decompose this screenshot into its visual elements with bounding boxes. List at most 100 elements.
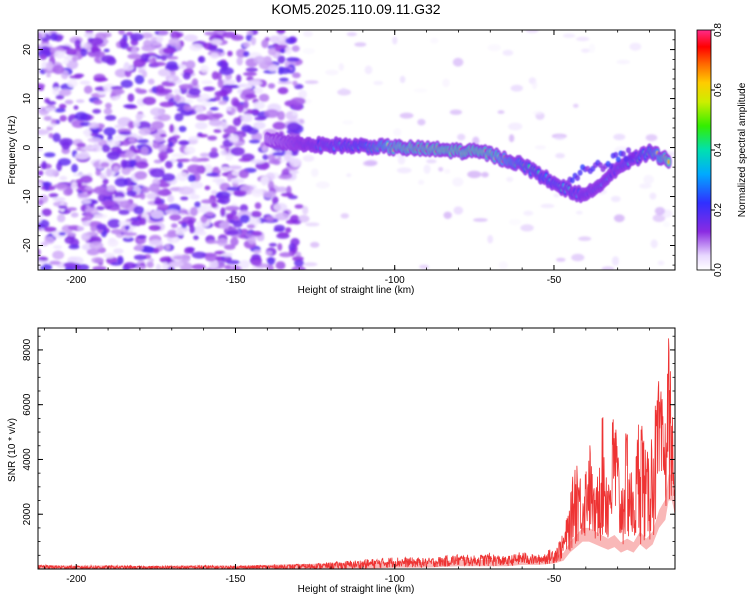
- noise-blob: [194, 201, 201, 208]
- noise-blob: [174, 113, 184, 122]
- noise-blob: [297, 215, 310, 223]
- noise-blob: [118, 30, 125, 35]
- noise-blob: [57, 158, 71, 166]
- noise-blob: [663, 221, 670, 228]
- noise-blob: [167, 229, 178, 238]
- noise-blob: [209, 106, 219, 111]
- noise-blob: [38, 147, 44, 152]
- noise-blob: [266, 264, 274, 270]
- noise-blob: [285, 37, 296, 44]
- noise-blob: [240, 113, 253, 123]
- noise-blob: [291, 265, 306, 270]
- noise-blob: [96, 206, 105, 211]
- noise-blob: [302, 48, 315, 55]
- noise-blob: [68, 244, 80, 250]
- noise-blob: [181, 61, 187, 65]
- noise-blob: [146, 261, 154, 268]
- noise-blob: [161, 173, 176, 182]
- noise-blob: [48, 123, 57, 128]
- noise-blob: [311, 168, 319, 178]
- noise-blob: [225, 213, 234, 220]
- noise-blob: [180, 196, 189, 201]
- track-blob: [620, 150, 626, 157]
- noise-blob: [267, 64, 278, 72]
- noise-blob: [135, 113, 143, 121]
- noise-blob: [111, 88, 125, 95]
- snr-panel: -200 -150 -100 -50 2000 4000 6000 8000 Height …: [7, 327, 676, 595]
- noise-blob: [138, 68, 146, 74]
- noise-blob: [244, 93, 257, 99]
- noise-blob: [141, 44, 156, 52]
- noise-blob: [289, 157, 302, 168]
- noise-blob: [204, 252, 218, 262]
- noise-blob: [82, 220, 91, 227]
- y-tick-label: -20: [22, 238, 33, 253]
- noise-blob: [218, 195, 230, 205]
- noise-blob: [156, 35, 164, 43]
- noise-blob: [292, 103, 303, 111]
- noise-blob: [162, 47, 176, 54]
- noise-blob: [268, 242, 277, 247]
- noise-blob: [158, 68, 170, 77]
- noise-blob: [417, 118, 426, 126]
- noise-blob: [277, 243, 283, 251]
- noise-blob: [279, 252, 293, 258]
- noise-blob: [262, 191, 277, 199]
- noise-blob: [397, 155, 406, 165]
- noise-blob: [106, 57, 117, 66]
- noise-blob: [166, 56, 179, 60]
- noise-blob: [79, 80, 91, 85]
- noise-blob: [242, 41, 251, 48]
- noise-blob: [133, 254, 147, 261]
- noise-blob: [211, 71, 219, 80]
- track-blob: [631, 152, 637, 159]
- noise-blob: [340, 213, 349, 219]
- noise-blob: [106, 151, 120, 161]
- noise-blob: [126, 190, 137, 197]
- noise-blob: [133, 120, 140, 128]
- noise-blob: [58, 89, 72, 97]
- noise-blob: [133, 58, 147, 68]
- noise-blob: [58, 232, 66, 236]
- noise-blob: [195, 105, 204, 114]
- noise-blob: [95, 169, 102, 176]
- noise-blob: [122, 236, 134, 242]
- noise-blob: [83, 85, 93, 94]
- noise-blob: [201, 80, 213, 85]
- noise-blob: [38, 83, 45, 89]
- noise-blob: [251, 188, 264, 198]
- noise-blob: [277, 55, 286, 64]
- y-tick-label: 10: [22, 93, 33, 105]
- noise-blob: [168, 37, 181, 47]
- noise-blob: [140, 146, 149, 156]
- noise-blob: [508, 122, 523, 131]
- noise-blob: [118, 209, 130, 215]
- noise-blob: [277, 232, 289, 237]
- noise-blob: [452, 57, 464, 67]
- noise-blob: [82, 199, 92, 204]
- noise-blob: [643, 174, 654, 185]
- noise-blob: [137, 135, 144, 140]
- noise-blob: [114, 68, 129, 78]
- noise-blob: [191, 251, 207, 259]
- noise-blob: [44, 181, 50, 191]
- noise-blob: [184, 146, 196, 155]
- x-tick-label: -50: [547, 275, 562, 286]
- noise-blob: [52, 197, 66, 202]
- noise-blob: [101, 200, 115, 207]
- colorbar-tick-label: 0.2: [713, 203, 724, 217]
- noise-blob: [107, 239, 119, 247]
- noise-blob: [153, 200, 163, 205]
- noise-blob: [185, 99, 193, 104]
- noise-blob: [59, 103, 67, 109]
- noise-blob: [171, 237, 178, 244]
- noise-blob: [178, 140, 190, 146]
- noise-blob: [137, 234, 147, 240]
- noise-blob: [393, 128, 402, 137]
- noise-blob: [148, 239, 163, 247]
- noise-blob: [247, 236, 257, 245]
- noise-blob: [208, 44, 217, 52]
- noise-blob: [191, 156, 198, 161]
- noise-blob: [44, 236, 55, 245]
- noise-blob: [243, 84, 253, 90]
